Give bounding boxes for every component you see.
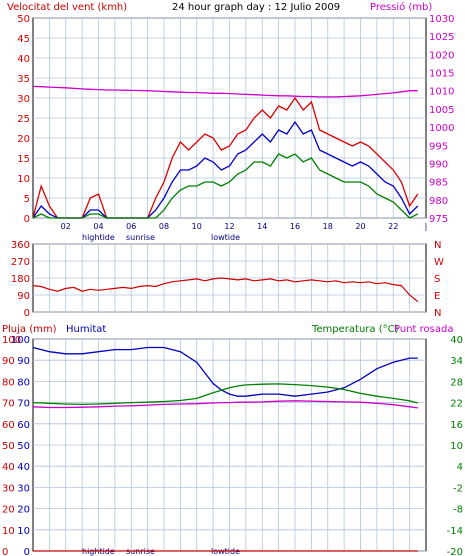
x-tick-label: 02 xyxy=(61,222,71,231)
wind-min-line xyxy=(32,153,419,219)
y-tick-label-rain: 100 xyxy=(2,335,21,346)
y-tick-label-pressure: 975 xyxy=(429,214,448,225)
x-tick-label: 06 xyxy=(126,222,136,231)
rain-axis-label: Pluja (mm) xyxy=(2,324,57,335)
y-tick-label-humidity: 10 xyxy=(17,526,30,537)
y-tick-label-pressure: 1025 xyxy=(429,32,454,43)
hightide-label-1: hightide xyxy=(82,233,115,242)
y-tick-label-wind: 40 xyxy=(17,54,30,65)
x-tick-label: 08 xyxy=(159,222,169,231)
y-tick-label-rain: 90 xyxy=(2,356,15,367)
y-tick-label-pressure: 1005 xyxy=(429,105,454,116)
sunrise-label-1: sunrise xyxy=(126,233,155,242)
lowtide-label-1: lowtide xyxy=(211,233,240,242)
x-tick-label: 04 xyxy=(93,222,103,231)
y-tick-label-wind: 15 xyxy=(17,154,30,165)
wind-avg-line xyxy=(32,120,419,219)
pressure-axis-label: Pressió (mb) xyxy=(370,1,432,13)
wind-direction-line xyxy=(32,277,419,303)
y-tick-label-wind: 10 xyxy=(17,174,30,185)
y-tick-label-pressure: 995 xyxy=(429,141,448,152)
y-tick-label-temperature: -8 xyxy=(453,505,463,516)
y-tick-label-humidity: 20 xyxy=(17,505,30,516)
y-tick-label-pressure: 1000 xyxy=(429,123,454,134)
y-tick-label-temperature: -14 xyxy=(447,526,463,537)
y-tick-label-wind: 20 xyxy=(17,134,30,145)
y-tick-label-pressure: 1010 xyxy=(429,87,454,98)
y-tick-label-pressure: 1030 xyxy=(429,14,454,25)
x-tick-label: 14 xyxy=(257,222,267,231)
y-tick-label-pressure: 985 xyxy=(429,178,448,189)
y-tick-label-humidity: 30 xyxy=(17,483,30,494)
y-tick-label-humidity: 90 xyxy=(17,356,30,367)
y-tick-label-temperature: 4 xyxy=(457,462,463,473)
y-tick-label-rain: 40 xyxy=(2,462,15,473)
y-tick-label-direction: 270 xyxy=(11,257,30,268)
y-tick-label-direction: 0 xyxy=(24,308,30,319)
y-tick-label-direction: 360 xyxy=(11,240,30,251)
chart-marks: 0204060810121416182022|02040608101214161… xyxy=(2,14,463,556)
x-tick-label: | xyxy=(425,222,428,231)
y-tick-label-humidity: 100 xyxy=(11,335,30,346)
y-tick-label-wind: 30 xyxy=(17,94,30,105)
y-tick-label-temperature: 28 xyxy=(450,377,463,388)
y-tick-label-pressure: 990 xyxy=(429,159,448,170)
humidity-line xyxy=(32,346,418,397)
y-tick-label-wind: 0 xyxy=(24,214,30,225)
y-tick-label-wind: 5 xyxy=(24,194,30,205)
y-tick-label-pressure: 1020 xyxy=(429,50,454,61)
direction-letter: S xyxy=(434,274,440,285)
direction-letter: N xyxy=(434,308,441,319)
y-tick-label-rain: 0 xyxy=(2,547,8,556)
y-tick-label-pressure: 980 xyxy=(429,196,448,207)
y-tick-label-humidity: 60 xyxy=(17,420,30,431)
y-tick-label-humidity: 70 xyxy=(17,399,30,410)
x-tick-label: 18 xyxy=(323,222,333,231)
chart-title: 24 hour graph day : 12 Julio 2009 xyxy=(172,2,340,13)
direction-letter: W xyxy=(434,257,444,268)
y-tick-label-temperature: 40 xyxy=(450,335,463,346)
y-tick-label-humidity: 80 xyxy=(17,377,30,388)
y-tick-label-temperature: 10 xyxy=(450,441,463,452)
y-tick-label-rain: 30 xyxy=(2,483,15,494)
y-tick-label-direction: 180 xyxy=(11,274,30,285)
humidity-axis-label: Humitat xyxy=(66,324,106,335)
x-tick-label: 10 xyxy=(192,222,202,231)
y-tick-label-humidity: 50 xyxy=(17,441,30,452)
direction-letter: E xyxy=(434,291,440,302)
y-tick-label-rain: 60 xyxy=(2,420,15,431)
pressure-line xyxy=(32,85,418,98)
direction-letter: N xyxy=(434,240,441,251)
wind-axis-label: Velocitat del vent (kmh) xyxy=(7,2,127,13)
temperature-axis-label: Temperatura (°C) xyxy=(311,324,399,335)
y-tick-label-wind: 45 xyxy=(17,34,30,45)
wind-max-line xyxy=(32,96,419,219)
y-tick-label-rain: 10 xyxy=(2,526,15,537)
dew-point-line xyxy=(32,400,418,409)
y-tick-label-direction: 90 xyxy=(17,291,30,302)
temperature-line xyxy=(32,383,418,406)
y-tick-label-rain: 20 xyxy=(2,505,15,516)
y-tick-label-temperature: 16 xyxy=(450,420,463,431)
y-tick-label-humidity: 40 xyxy=(17,462,30,473)
y-tick-label-temperature: -20 xyxy=(447,547,463,556)
y-tick-label-humidity: 0 xyxy=(24,547,30,556)
y-tick-label-rain: 70 xyxy=(2,399,15,410)
y-tick-label-wind: 25 xyxy=(17,114,30,125)
y-tick-label-wind: 50 xyxy=(17,14,30,25)
x-tick-label: 12 xyxy=(224,222,234,231)
x-tick-label: 16 xyxy=(290,222,300,231)
x-tick-label: 20 xyxy=(355,222,365,231)
y-tick-label-temperature: 22 xyxy=(450,399,463,410)
y-tick-label-wind: 35 xyxy=(17,74,30,85)
dew-axis-label: Punt rosada xyxy=(394,324,453,335)
y-tick-label-temperature: -2 xyxy=(453,483,463,494)
x-tick-label: 22 xyxy=(388,222,398,231)
y-tick-label-rain: 50 xyxy=(2,441,15,452)
y-tick-label-temperature: 34 xyxy=(450,356,463,367)
y-tick-label-pressure: 1015 xyxy=(429,69,454,80)
y-tick-label-rain: 80 xyxy=(2,377,15,388)
